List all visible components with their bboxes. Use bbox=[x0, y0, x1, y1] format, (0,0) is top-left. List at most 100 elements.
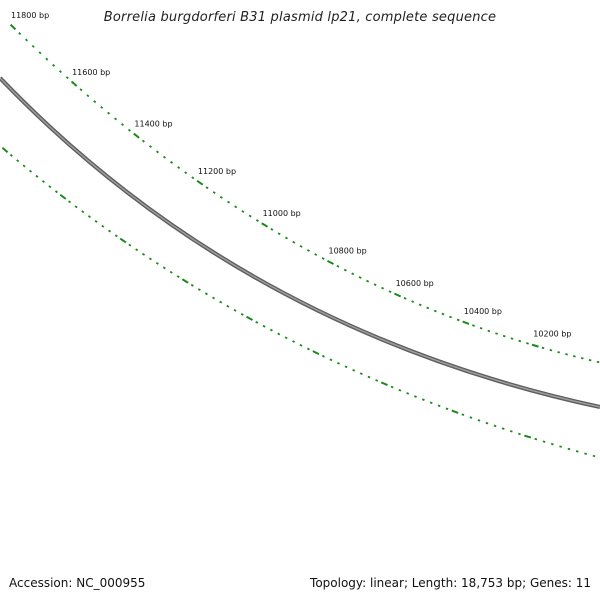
outer-ring-minor-tick bbox=[306, 249, 310, 252]
outer-ring-minor-tick bbox=[541, 346, 545, 350]
inner-ring-minor-tick bbox=[359, 372, 363, 376]
outer-ring-minor-tick bbox=[321, 257, 325, 260]
outer-ring-minor-tick bbox=[314, 253, 318, 256]
outer-ring-minor-tick bbox=[114, 117, 118, 121]
outer-ring-minor-tick bbox=[518, 339, 522, 343]
map-title: Borrelia burgdorferi B31 plasmid lp21, c… bbox=[103, 10, 497, 25]
outer-ring-minor-tick bbox=[31, 44, 35, 48]
outer-ring-minor-tick bbox=[343, 268, 347, 272]
inner-ring-minor-tick bbox=[87, 215, 91, 219]
outer-ring-minor-tick bbox=[426, 306, 430, 310]
outer-ring-minor-tick bbox=[107, 111, 111, 115]
outer-ring-minor-tick bbox=[255, 219, 259, 222]
inner-ring-minor-tick bbox=[559, 445, 563, 448]
tick-label-group: 11800 bp 11600 bp 11400 bp 11200 bp 11000 bp… bbox=[11, 11, 571, 339]
outer-ring-minor-tick bbox=[588, 359, 592, 362]
inner-ring-minor-tick bbox=[41, 180, 45, 184]
inner-ring-major-tick bbox=[312, 350, 320, 356]
outer-ring-minor-tick bbox=[403, 297, 407, 300]
inner-ring-minor-tick bbox=[108, 229, 112, 233]
inner-ring-minor-tick bbox=[101, 224, 105, 228]
tick-label: 11800 bp bbox=[11, 11, 49, 20]
outer-ring-minor-tick bbox=[565, 353, 568, 356]
outer-ring-minor-tick bbox=[433, 309, 437, 313]
tick-label: 10600 bp bbox=[396, 279, 434, 288]
outer-ring-minor-tick bbox=[191, 176, 195, 180]
inner-ring-minor-tick bbox=[142, 252, 146, 256]
inner-ring-minor-tick bbox=[233, 308, 237, 312]
inner-ring-minor-tick bbox=[493, 424, 497, 428]
inner-ring-minor-tick bbox=[567, 447, 571, 451]
tick-label: 11600 bp bbox=[72, 68, 110, 77]
outer-ring-minor-tick bbox=[411, 300, 415, 303]
inner-ring-major-tick bbox=[119, 237, 127, 244]
outer-ring-minor-tick bbox=[212, 191, 216, 194]
inner-ring-major-tick bbox=[1, 147, 9, 153]
inner-ring-minor-tick bbox=[375, 379, 379, 382]
inner-ring-minor-tick bbox=[390, 385, 394, 389]
inner-ring-minor-tick bbox=[190, 283, 194, 287]
outer-ring-minor-tick bbox=[270, 228, 274, 231]
sequence-summary: Topology: linear; Length: 18,753 bp; Gen… bbox=[310, 576, 591, 590]
inner-ring-minor-tick bbox=[429, 401, 433, 405]
inner-ring-minor-tick bbox=[477, 419, 481, 422]
inner-ring-minor-tick bbox=[219, 300, 223, 304]
outer-scale-ring bbox=[9, 23, 600, 364]
inner-ring-minor-tick bbox=[518, 432, 521, 436]
tick-label: 10200 bp bbox=[533, 330, 571, 339]
outer-ring-minor-tick bbox=[580, 357, 584, 360]
outer-ring-minor-tick bbox=[456, 318, 460, 322]
outer-ring-minor-tick bbox=[292, 240, 296, 244]
inner-ring-minor-tick bbox=[445, 407, 449, 411]
outer-ring-minor-tick bbox=[449, 315, 452, 319]
inner-ring-minor-tick bbox=[329, 358, 333, 362]
outer-ring-minor-tick bbox=[18, 32, 22, 36]
inner-ring-minor-tick bbox=[35, 174, 39, 178]
inner-ring-major-tick bbox=[451, 409, 459, 414]
inner-ring-minor-tick bbox=[240, 313, 244, 316]
inner-ring-major-tick bbox=[59, 193, 67, 200]
inner-ring-minor-tick bbox=[306, 347, 310, 351]
outer-ring-minor-tick bbox=[526, 342, 529, 345]
inner-ring-minor-tick bbox=[74, 205, 78, 209]
outer-ring-minor-tick bbox=[472, 324, 475, 327]
tick-label: 10400 bp bbox=[464, 307, 502, 316]
outer-ring-minor-tick bbox=[479, 327, 483, 330]
outer-ring-minor-tick bbox=[510, 337, 514, 340]
outer-ring-minor-tick bbox=[141, 139, 145, 143]
inner-ring-minor-tick bbox=[367, 375, 371, 379]
inner-ring-minor-tick bbox=[148, 257, 152, 261]
outer-ring-minor-tick bbox=[557, 351, 561, 354]
outer-ring-minor-tick bbox=[148, 145, 152, 149]
outer-ring-minor-tick bbox=[336, 264, 340, 268]
inner-ring-minor-tick bbox=[509, 430, 513, 433]
inner-ring-minor-tick bbox=[321, 354, 325, 358]
inner-ring-major-tick bbox=[380, 381, 388, 387]
outer-ring-minor-tick bbox=[205, 186, 209, 190]
inner-ring-minor-tick bbox=[48, 185, 52, 189]
inner-ring-minor-tick bbox=[485, 421, 489, 425]
outer-ring-minor-tick bbox=[219, 195, 223, 199]
inner-ring-minor-tick bbox=[197, 288, 201, 291]
outer-ring-minor-tick bbox=[86, 94, 90, 98]
outer-ring-minor-tick bbox=[572, 355, 576, 358]
inner-ring-minor-tick bbox=[284, 336, 288, 340]
inner-ring-minor-tick bbox=[469, 416, 473, 419]
inner-ring-major-tick bbox=[181, 278, 189, 284]
inner-ring-minor-tick bbox=[550, 442, 554, 446]
outer-ring-minor-tick bbox=[299, 245, 303, 248]
inner-ring-minor-tick bbox=[155, 261, 159, 265]
sequence-backbone-highlight bbox=[0, 77, 600, 408]
tick-label: 11200 bp bbox=[198, 167, 236, 176]
inner-ring-major-tick bbox=[246, 315, 253, 321]
outer-ring-minor-tick bbox=[549, 348, 553, 352]
outer-ring-minor-tick bbox=[366, 279, 370, 283]
outer-ring-minor-tick bbox=[184, 171, 188, 175]
outer-ring-major-tick bbox=[261, 222, 269, 228]
outer-ring-major-tick bbox=[394, 292, 402, 298]
tick-label: 11400 bp bbox=[134, 120, 172, 129]
inner-ring-major-tick bbox=[524, 434, 532, 439]
inner-ring-minor-tick bbox=[162, 266, 166, 270]
inner-ring-minor-tick bbox=[81, 210, 85, 214]
